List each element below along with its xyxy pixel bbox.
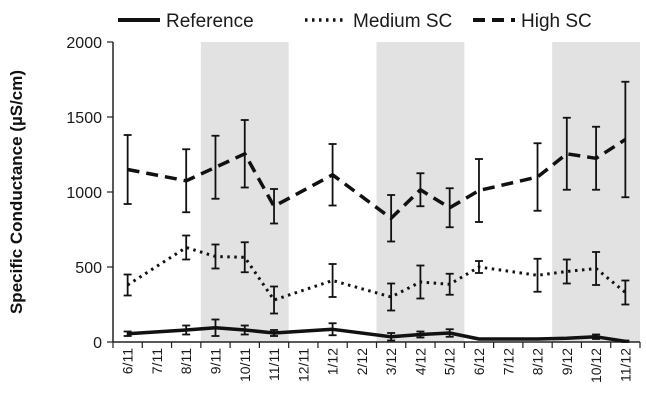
error-bar (270, 285, 279, 315)
y-tick-label: 0 (93, 335, 102, 352)
y-axis-label: Specific Conductance (µS/cm) (7, 70, 26, 314)
y-tick-label: 2000 (66, 35, 102, 52)
error-bar (416, 330, 425, 339)
x-tick-label: 12/11 (295, 348, 311, 382)
x-ticks: 6/11 7/11 8/11 9/11 10/11 11/11 12/11 1/12 2/12 3… (112, 342, 641, 383)
x-tick-label: 11/12 (617, 348, 633, 382)
error-bar (328, 143, 337, 207)
error-bar (328, 322, 337, 337)
error-bar (474, 260, 483, 274)
y-tick-label: 1000 (66, 185, 102, 202)
error-bar (182, 148, 191, 214)
error-bar (123, 273, 132, 297)
x-tick-label: 10/11 (237, 348, 253, 382)
legend-label-2: Medium SC (353, 11, 452, 32)
error-bar (270, 329, 279, 337)
error-bar (387, 282, 396, 312)
error-bar (621, 339, 630, 343)
shaded-period-1 (200, 42, 289, 342)
x-tick-label: 1/12 (325, 348, 341, 375)
error-bar (182, 324, 191, 336)
error-bar (211, 243, 220, 270)
error-bar (621, 279, 630, 306)
x-tick-label: 8/12 (530, 348, 546, 375)
error-bar (592, 333, 601, 340)
series-group (123, 80, 630, 344)
error-bar (562, 116, 571, 191)
error-bar (416, 172, 425, 208)
error-bar (211, 318, 220, 337)
error-bar (445, 328, 454, 338)
x-tick-label: 10/12 (588, 348, 604, 383)
error-bar (123, 330, 132, 337)
x-tick-label: 9/12 (559, 348, 575, 375)
error-bar (270, 188, 279, 225)
error-bar (240, 241, 249, 274)
error-bar (474, 158, 483, 223)
error-bar (445, 187, 454, 229)
legend: Reference Medium SC High SC (118, 11, 592, 32)
x-tick-label: 5/12 (442, 348, 458, 375)
x-tick-label: 6/11 (120, 348, 136, 374)
series-medium-sc (123, 234, 630, 315)
x-tick-label: 11/11 (266, 348, 282, 381)
y-ticks: 0 500 1000 1500 2000 (66, 35, 113, 352)
legend-label-1: Reference (166, 11, 254, 32)
error-bar (211, 134, 220, 200)
error-bar (387, 332, 396, 342)
error-bar (387, 194, 396, 243)
series-line (126, 246, 627, 302)
legend-label-3: High SC (521, 11, 592, 32)
x-tick-label: 2/12 (354, 348, 370, 375)
error-bar (621, 80, 630, 199)
error-bar (533, 142, 542, 212)
series-reference (123, 318, 630, 344)
error-bar (592, 251, 601, 286)
error-bar (123, 134, 132, 205)
x-tick-label: 6/12 (471, 348, 487, 375)
x-tick-label: 3/12 (383, 348, 399, 375)
error-bar (416, 264, 425, 300)
shaded-period-3 (552, 42, 640, 342)
error-bar (562, 258, 571, 285)
x-tick-label: 7/11 (149, 348, 165, 374)
error-bar (240, 119, 249, 189)
x-tick-label: 8/11 (178, 348, 194, 374)
y-tick-label: 1500 (66, 110, 102, 127)
error-bar (240, 324, 249, 336)
series-high-sc (123, 80, 630, 243)
x-tick-label: 4/12 (412, 348, 428, 375)
error-bar (533, 257, 542, 293)
x-tick-label: 7/12 (500, 348, 516, 375)
error-bar (182, 234, 191, 261)
series-line (127, 138, 627, 221)
x-tick-label: 9/11 (207, 348, 223, 374)
y-tick-label: 500 (75, 260, 102, 277)
error-bar (328, 263, 337, 298)
error-bar (592, 125, 601, 191)
error-bar (445, 272, 454, 296)
